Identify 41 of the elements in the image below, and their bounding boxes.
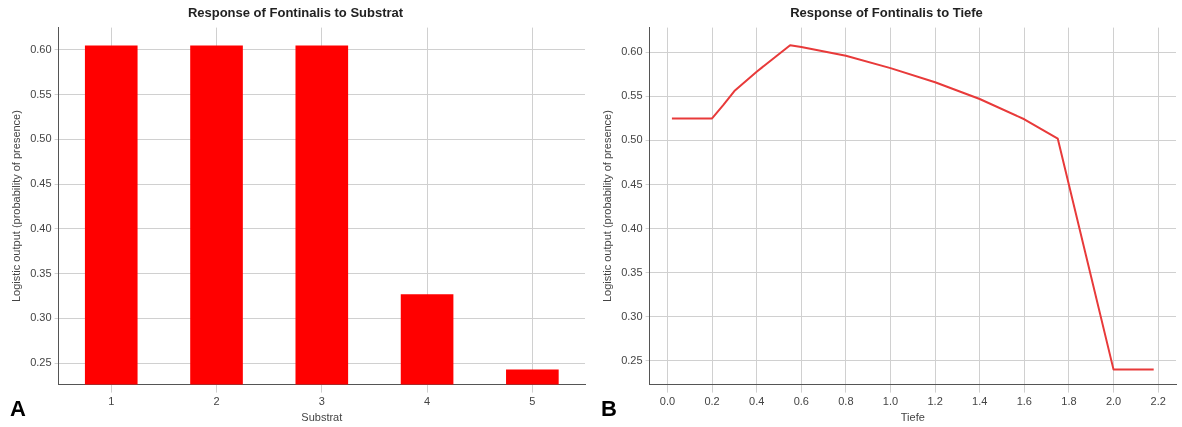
x-tick-label: 2.2 [1150, 395, 1166, 408]
text: B [601, 396, 617, 422]
y-tick-label: 0.40 [621, 221, 643, 234]
y-tick-label: 0.35 [30, 266, 52, 279]
y-tick-label: 0.25 [30, 356, 52, 369]
y-tick-label: 0.25 [621, 353, 643, 366]
y-tick-label: 0.30 [30, 311, 52, 324]
x-tick-label: 2.0 [1105, 395, 1122, 408]
y-axis-title: Logistic output (probability of presence) [9, 110, 22, 303]
x-tick-label: 5 [529, 395, 536, 408]
y-axis-title: Logistic output (probability of presence) [600, 110, 613, 303]
y-tick-label: 0.50 [30, 132, 52, 145]
y-tick-label: 0.40 [30, 221, 52, 234]
y-tick-label: 0.30 [621, 309, 643, 322]
x-tick-label: 0.2 [704, 395, 720, 408]
x-tick-label: 1.8 [1061, 395, 1077, 408]
x-tick-label: 1.2 [927, 395, 943, 408]
x-tick-label: 3 [318, 395, 325, 408]
x-tick-label: 1.4 [972, 395, 988, 408]
y-tick-label: 0.55 [621, 89, 643, 102]
x-tick-label: 1.0 [882, 395, 899, 408]
x-axis-title: Substrat [301, 411, 343, 424]
x-tick-label: 0.6 [793, 395, 809, 408]
text: A [10, 396, 26, 422]
x-axis-title: Tiefe [900, 411, 925, 424]
x-tick-label: 4 [424, 395, 431, 408]
y-tick-label: 0.60 [30, 43, 52, 55]
y-tick-label: 0.55 [30, 87, 52, 100]
x-tick-label: 0.8 [838, 395, 854, 408]
x-tick-label: 0.0 [659, 395, 676, 408]
y-tick-label: 0.60 [621, 45, 643, 58]
x-tick-label: 1 [108, 395, 115, 408]
x-tick-label: 1.6 [1016, 395, 1032, 408]
chart-title: Response of Fontinalis to Substrat [187, 5, 404, 21]
x-tick-label: 2 [213, 395, 220, 408]
y-tick-label: 0.45 [621, 177, 643, 190]
y-tick-label: 0.35 [621, 265, 643, 278]
y-tick-label: 0.45 [30, 177, 52, 190]
y-tick-label: 0.50 [621, 133, 643, 146]
chart-title: Response of Fontinalis to Tiefe [790, 5, 983, 21]
x-tick-label: 0.4 [749, 395, 765, 408]
